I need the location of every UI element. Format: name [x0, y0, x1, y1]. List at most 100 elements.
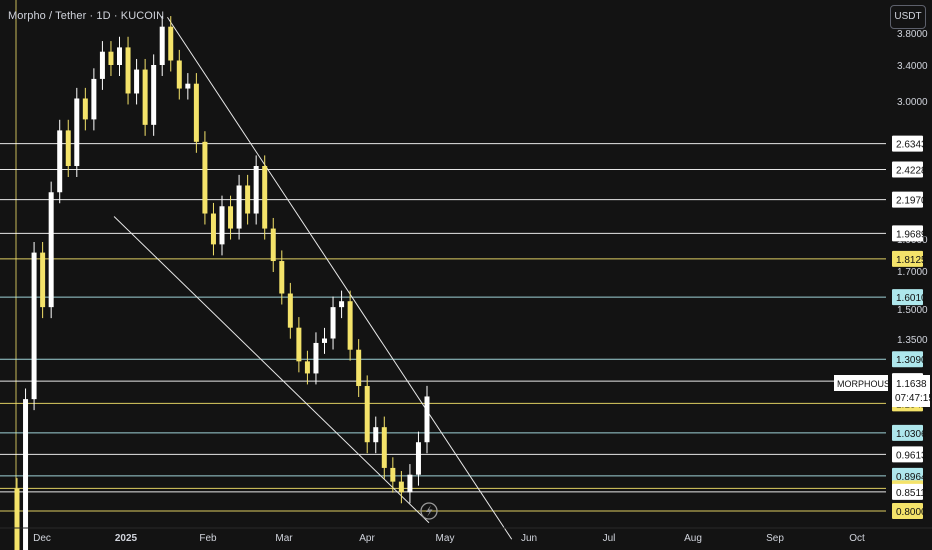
price-axis-tick: 1.5000: [897, 305, 928, 316]
candle-body: [185, 83, 191, 89]
price-level-label: 0.8964: [896, 472, 927, 483]
candle-body: [210, 213, 216, 245]
price-level-label: 1.3090: [896, 355, 927, 366]
time-axis-tick: Apr: [359, 533, 375, 544]
time-axis-tick: Mar: [275, 533, 293, 544]
price-level-label-bg: [892, 503, 923, 519]
candle-body: [228, 206, 234, 229]
candle-body: [91, 78, 97, 120]
price-level-label-bg: [892, 351, 923, 368]
price-level-label-bg: [892, 250, 923, 267]
price-level-label: 1.6010: [896, 293, 927, 304]
event-marker[interactable]: [420, 502, 438, 520]
candle-body: [381, 427, 387, 468]
candle-body: [31, 252, 37, 400]
candle-body: [125, 47, 131, 94]
countdown-timer: 07:47:15: [895, 393, 932, 404]
price-level-label-bg: [892, 225, 923, 242]
candle-body: [40, 252, 46, 308]
candle-body: [407, 474, 413, 493]
candle-body: [159, 26, 165, 66]
candle-body: [390, 467, 396, 482]
candle-body: [279, 261, 285, 294]
candlestick-series: [14, 16, 430, 550]
candle-body: [262, 166, 268, 229]
candle-body: [270, 228, 276, 262]
price-axis-tick: 3.0000: [897, 97, 928, 108]
trendline[interactable]: [167, 16, 513, 540]
time-axis-tick: 2025: [115, 533, 138, 544]
price-level-label-bg: [892, 467, 923, 484]
candle-body: [108, 51, 114, 65]
candle-body: [330, 307, 336, 339]
candle-body: [23, 399, 29, 550]
candle-body: [373, 427, 379, 443]
price-level-label: 1.8125: [896, 255, 927, 266]
price-level-label-bg: [892, 483, 923, 500]
price-level-label: 2.6343: [896, 140, 927, 151]
candle-body: [364, 386, 370, 443]
price-axis-tick: 3.8000: [897, 29, 928, 40]
time-axis-tick: Sep: [766, 533, 784, 544]
price-level-label-bg: [892, 446, 923, 463]
candle-body: [168, 26, 174, 61]
time-axis[interactable]: Dec 2025 Feb Mar Apr May Jun Jul Aug Sep Oct: [0, 527, 932, 544]
candle-body: [339, 301, 345, 308]
candle-body: [313, 342, 319, 374]
symbol-tag-bg: [834, 375, 888, 391]
price-level-label-bg: [892, 289, 923, 306]
candle-body: [82, 98, 88, 120]
candle-body: [14, 488, 20, 550]
current-price-box: [892, 375, 930, 407]
candle-body: [287, 293, 293, 328]
time-axis-tick: Feb: [199, 533, 217, 544]
candle-body: [48, 192, 54, 308]
chart-title: Morpho / Tether · 1D · KUCOIN: [8, 10, 165, 22]
price-axis-tick: 3.4000: [897, 61, 928, 72]
candle-body: [193, 83, 199, 142]
candle-body: [219, 206, 225, 245]
candle-body: [296, 327, 302, 362]
candle-body: [117, 47, 122, 65]
candle-body: [356, 349, 362, 387]
candle-body: [236, 185, 242, 229]
price-level-labels: 2.6343 2.4228 2.1970 1.9689 1.8125 1.6010 1.30…: [834, 135, 932, 519]
candle-body: [134, 69, 140, 94]
candle-body: [322, 338, 327, 343]
price-level-label: 2.4228: [896, 165, 927, 176]
candle-body: [347, 301, 353, 350]
price-level-label-bg: [892, 135, 923, 152]
price-level-label: 0.8000: [896, 507, 927, 518]
candle-body: [398, 481, 404, 493]
price-level-label-bg: [892, 161, 923, 178]
trendlines[interactable]: [113, 16, 513, 540]
candle-body: [57, 130, 63, 193]
currency-button[interactable]: USDT: [890, 5, 926, 29]
candle-body: [151, 65, 157, 125]
candle-body: [142, 69, 148, 125]
candle-body: [304, 361, 310, 374]
trendline[interactable]: [113, 216, 430, 524]
candle-body: [202, 141, 208, 214]
time-axis-tick: Dec: [33, 533, 51, 544]
horizontal-price-levels[interactable]: [0, 143, 886, 512]
lightning-bolt-icon: [426, 505, 433, 517]
candle-body: [253, 166, 259, 214]
time-axis-tick: Oct: [849, 533, 865, 544]
time-axis-tick: Aug: [684, 533, 702, 544]
current-price-value: 1.1638: [896, 379, 927, 390]
price-level-label: 1.0306: [896, 429, 927, 440]
time-axis-tick: Jun: [521, 533, 537, 544]
price-axis-tick: 1.3500: [897, 335, 928, 346]
time-axis-tick: Jul: [603, 533, 616, 544]
candle-body: [65, 130, 71, 167]
candle-body: [424, 396, 430, 443]
candle-body: [99, 51, 105, 79]
price-level-label: 0.9613: [896, 450, 927, 461]
price-level-label: 2.1970: [896, 196, 927, 207]
lightning-icon[interactable]: [420, 502, 438, 520]
price-axis-tick: 1.7000: [897, 267, 928, 278]
symbol-tag: MORPHOUSDT: [837, 379, 903, 389]
candle-body: [74, 98, 80, 167]
